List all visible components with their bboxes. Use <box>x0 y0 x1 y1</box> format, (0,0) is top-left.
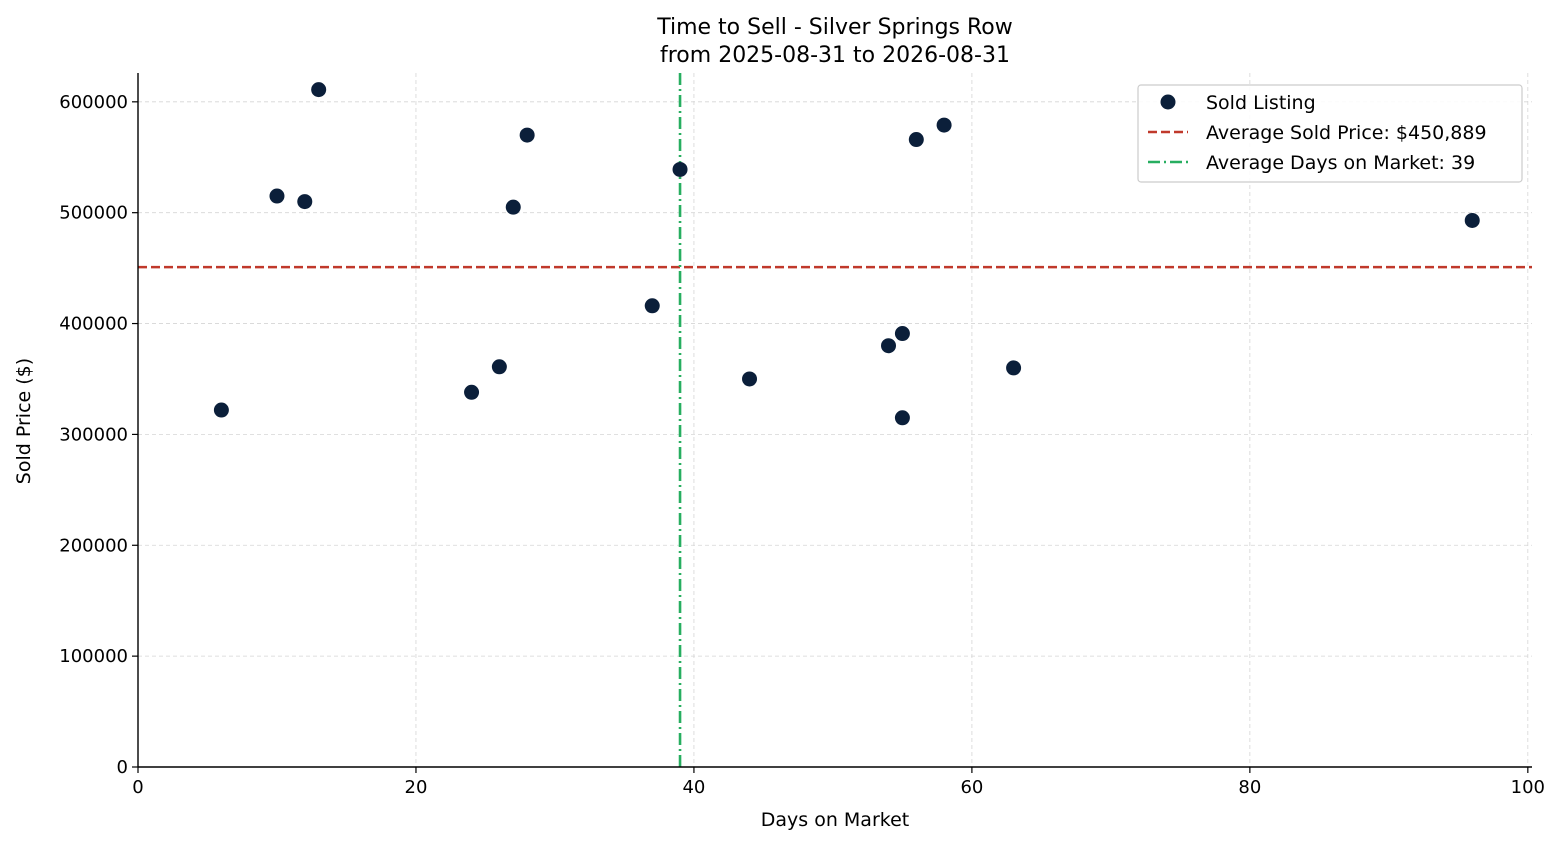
reference-lines <box>138 73 1532 767</box>
scatter-point <box>297 194 313 210</box>
y-tick-label: 400000 <box>59 314 128 335</box>
scatter-point <box>519 127 535 143</box>
x-tick-label: 80 <box>1238 777 1261 798</box>
scatter-point <box>491 359 507 375</box>
y-axis-label: Sold Price ($) <box>13 358 35 484</box>
scatter-point <box>742 371 758 387</box>
y-tick-label: 0 <box>117 757 128 778</box>
legend-label-average-days: Average Days on Market: 39 <box>1206 152 1475 174</box>
scatter-point <box>213 402 229 418</box>
scatter-point <box>894 410 910 426</box>
legend-label-average-sold-price: Average Sold Price: $450,889 <box>1206 122 1487 144</box>
axes <box>132 73 1532 773</box>
data-points <box>213 82 1480 426</box>
scatter-point <box>894 326 910 342</box>
x-axis-label: Days on Market <box>761 809 909 831</box>
scatter-point <box>1006 360 1022 376</box>
scatter-point <box>644 298 660 314</box>
scatter-point <box>881 338 897 354</box>
legend-label-sold-listing: Sold Listing <box>1206 92 1316 114</box>
scatter-point <box>1464 212 1480 228</box>
scatter-point <box>464 384 480 400</box>
x-tick-label: 60 <box>960 777 983 798</box>
y-tick-label: 500000 <box>59 203 128 224</box>
legend-marker-sold-listing <box>1160 94 1176 110</box>
scatter-point <box>672 161 688 177</box>
x-tick-label: 20 <box>405 777 428 798</box>
scatter-point <box>269 188 285 204</box>
y-tick-label: 100000 <box>59 646 128 667</box>
y-tick-label: 200000 <box>59 535 128 556</box>
legend: Sold Listing Average Sold Price: $450,88… <box>1137 84 1523 183</box>
chart-subtitle: from 2025-08-31 to 2026-08-31 <box>660 43 1010 68</box>
x-tick-label: 100 <box>1511 777 1545 798</box>
y-tick-label: 600000 <box>59 92 128 113</box>
scatter-point <box>936 117 952 133</box>
legend-frame <box>1137 84 1523 183</box>
x-tick-label: 40 <box>682 777 705 798</box>
scatter-point <box>505 199 521 215</box>
scatter-point <box>908 132 924 148</box>
x-tick-label: 0 <box>132 777 143 798</box>
scatter-point <box>311 82 327 98</box>
y-tick-label: 300000 <box>59 424 128 445</box>
grid-layer <box>137 73 1532 768</box>
tick-labels: 0 20 40 60 80 100 0 100000 200000 300000 400000 500… <box>59 92 1545 798</box>
chart-title: Time to Sell - Silver Springs Row <box>656 15 1013 40</box>
